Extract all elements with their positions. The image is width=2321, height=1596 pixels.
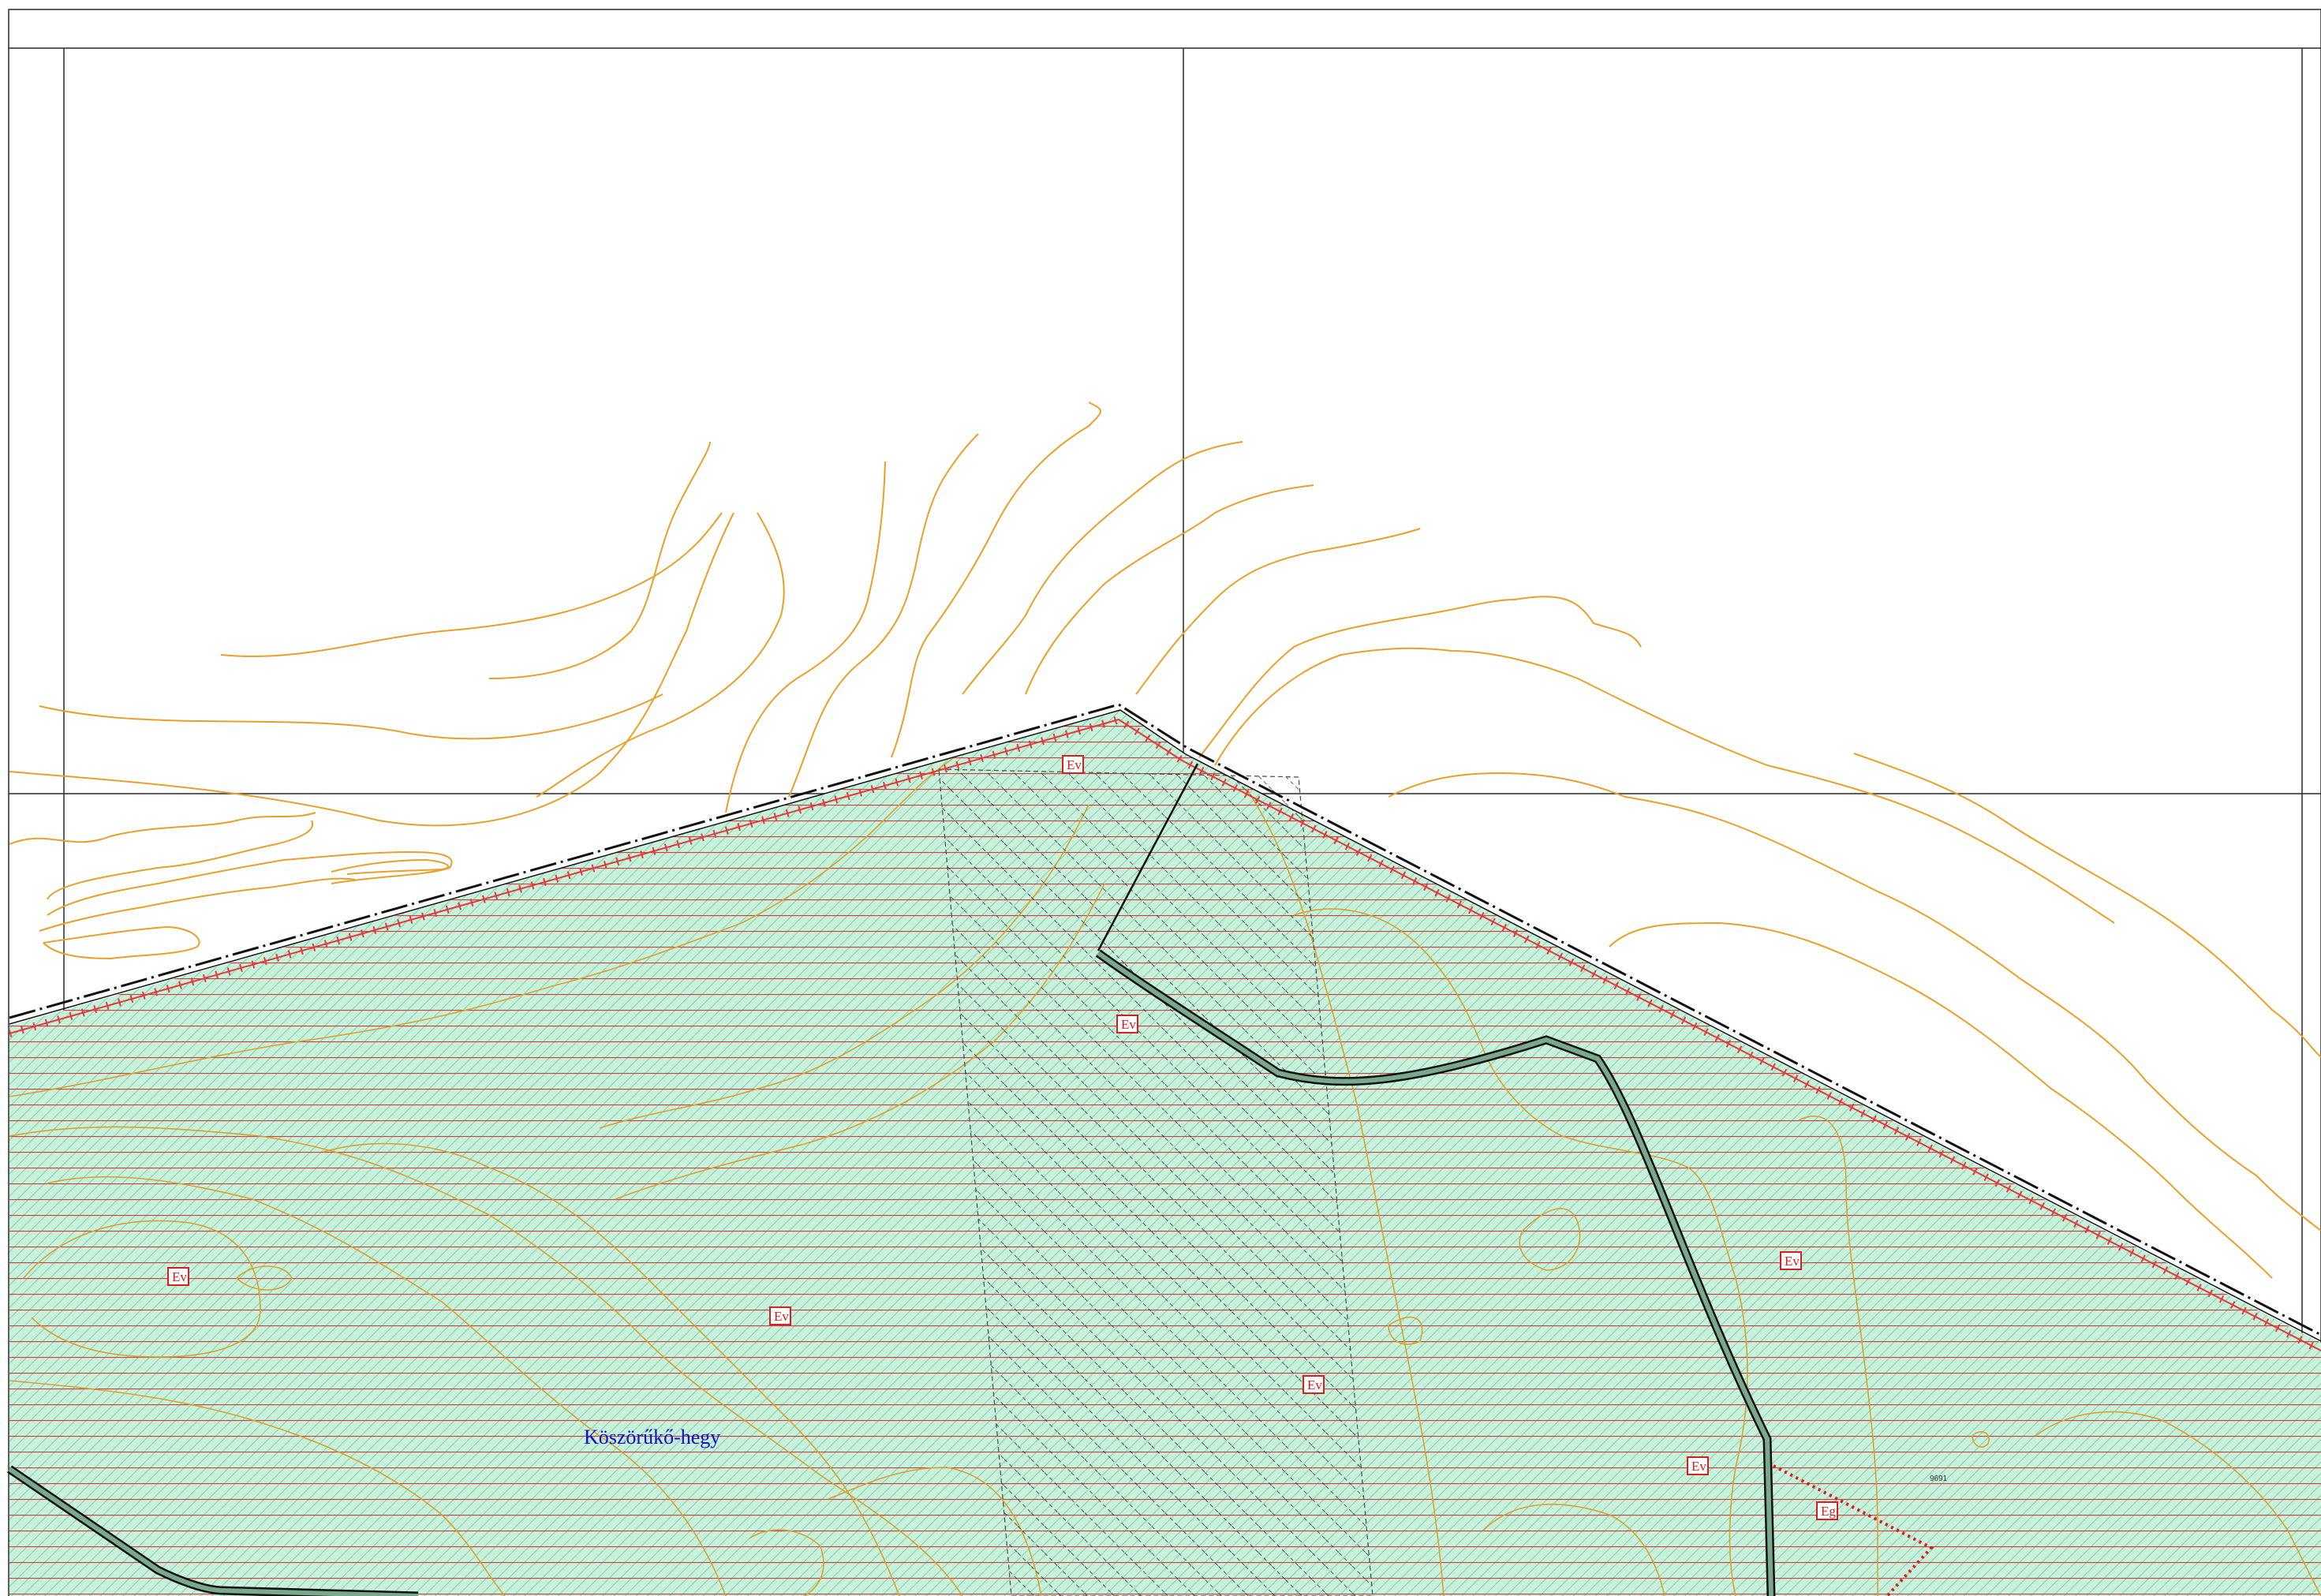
svg-text:Ev: Ev [774, 1309, 789, 1324]
svg-text:Eg: Eg [1821, 1504, 1836, 1519]
zone-badge[interactable]: Ev [1303, 1375, 1325, 1394]
contour-lines-outer [9, 402, 2321, 1279]
zone-badge[interactable]: Eg [1816, 1501, 1838, 1520]
zone-badge[interactable]: Ev [1687, 1456, 1709, 1475]
svg-text:Ev: Ev [1067, 757, 1082, 772]
zone-badge-icon [769, 1306, 791, 1325]
zone-badge[interactable]: Ev [167, 1267, 189, 1286]
zone-badge-icon [1816, 1501, 1838, 1520]
zone-badge[interactable]: Ev [1062, 755, 1084, 774]
spot-height-label: 9691 [1930, 1475, 1948, 1483]
zone-badge-icon [1303, 1375, 1325, 1394]
zone-badge-icon [1116, 1015, 1138, 1033]
svg-text:Ev: Ev [1307, 1377, 1322, 1392]
zone-badge[interactable]: Ev [1116, 1015, 1138, 1033]
road-southwest [6, 1465, 419, 1596]
zone-badge[interactable]: Ev [1780, 1251, 1802, 1270]
zone-badge-icon [1780, 1251, 1802, 1270]
svg-text:Ev: Ev [172, 1269, 187, 1284]
parcel-dotted-line [1773, 1464, 1934, 1596]
svg-text:Ev: Ev [1785, 1254, 1800, 1269]
hatched-corridor [938, 768, 1374, 1596]
red-boundary-line [8, 715, 2321, 1355]
svg-text:Ev: Ev [1691, 1459, 1706, 1474]
svg-text:Ev: Ev [1121, 1017, 1136, 1032]
zone-badge[interactable]: Ev [769, 1306, 791, 1325]
admin-boundary [9, 703, 2321, 1342]
zone-badge-icon [1062, 755, 1084, 774]
road-main [1095, 763, 1776, 1596]
zone-badge-icon [1687, 1456, 1709, 1475]
place-name-label: Köszörűkő-hegy [584, 1426, 720, 1448]
zone-badge-icon [167, 1267, 189, 1286]
